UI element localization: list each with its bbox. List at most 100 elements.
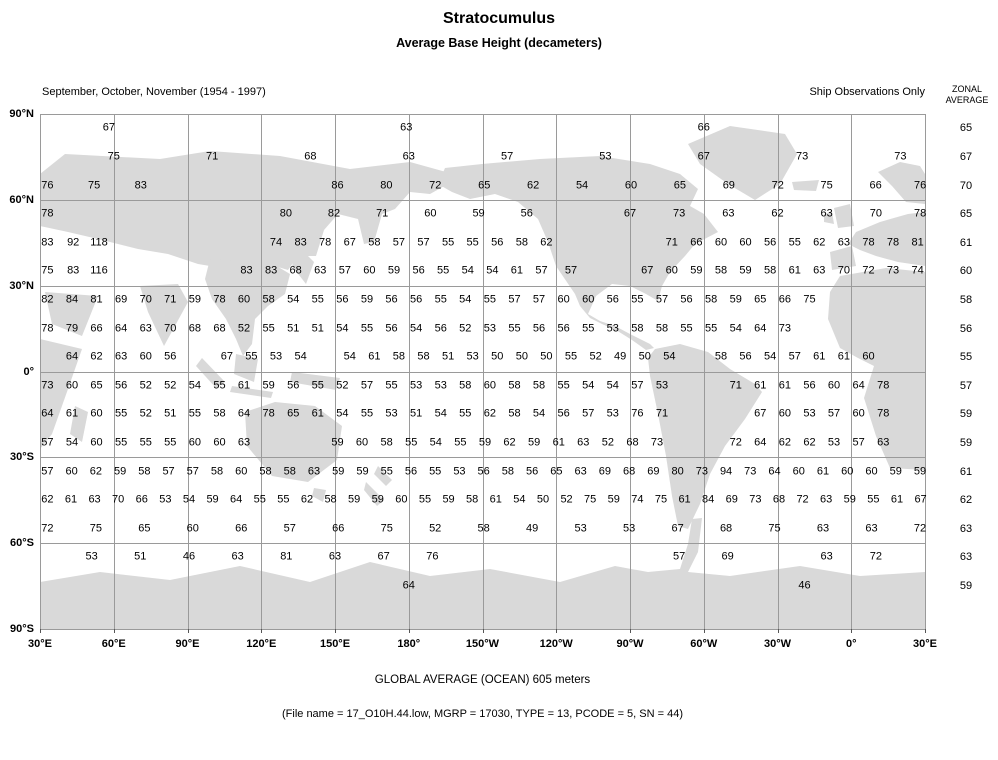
land-borneo <box>234 354 258 382</box>
grid-value: 64 <box>41 407 54 420</box>
grid-value: 56 <box>557 322 570 335</box>
grid-value: 78 <box>41 322 54 335</box>
axis-tick <box>556 629 558 633</box>
grid-value: 59 <box>188 293 201 306</box>
zonal-average-column: 65 67 70 65 61 60 58 56 55 57 59 59 61 62 63 63 59 <box>936 114 996 629</box>
axis-tick <box>777 629 779 633</box>
grid-value: 70 <box>837 264 850 277</box>
axis-tick <box>335 629 336 633</box>
grid-value: 55 <box>680 322 693 335</box>
grid-value: 73 <box>650 436 664 449</box>
land-south-america <box>648 344 762 529</box>
grid-value: 63 <box>139 322 152 335</box>
grid-value: 61 <box>64 493 78 506</box>
grid-value: 80 <box>671 465 684 478</box>
grid-value: 67 <box>754 407 767 420</box>
grid-line-horizontal <box>40 285 925 287</box>
lon-tick-label: 90°W <box>616 638 644 650</box>
grid-value: 57 <box>508 293 521 306</box>
grid-value: 75 <box>41 264 54 277</box>
grid-value: 68 <box>304 150 317 163</box>
land-new-zealand-north <box>374 466 392 486</box>
grid-value: 54 <box>343 350 356 363</box>
grid-value: 84 <box>65 293 79 306</box>
grid-value: 72 <box>41 522 54 535</box>
grid-value: 59 <box>528 436 541 449</box>
grid-value: 82 <box>327 207 341 220</box>
zonal-header-line1: ZONAL <box>951 84 982 94</box>
grid-value: 72 <box>869 550 882 563</box>
grid-value: 69 <box>115 293 128 306</box>
grid-value: 67 <box>697 150 710 163</box>
grid-value: 70 <box>112 493 125 506</box>
grid-value: 78 <box>877 379 890 392</box>
grid-value: 65 <box>478 179 491 192</box>
grid-value: 63 <box>865 522 878 535</box>
grid-value: 61 <box>890 493 904 506</box>
grid-value: 68 <box>719 522 733 535</box>
grid-value: 56 <box>404 465 418 478</box>
grid-value: 55 <box>139 436 152 449</box>
grid-value: 58 <box>477 522 490 535</box>
grid-value: 55 <box>454 436 467 449</box>
grid-value: 52 <box>560 493 573 506</box>
grid-value: 62 <box>771 207 784 220</box>
land-new-zealand-south <box>364 482 384 506</box>
grid-value: 62 <box>41 493 54 506</box>
grid-value: 59 <box>387 264 401 277</box>
grid-line-horizontal <box>40 371 925 373</box>
grid-value: 58 <box>324 493 337 506</box>
grid-value: 60 <box>557 293 570 306</box>
axis-tick <box>113 629 115 633</box>
grid-value: 53 <box>453 465 466 478</box>
grid-value: 55 <box>213 379 226 392</box>
grid-line-horizontal <box>40 199 925 201</box>
grid-value: 56 <box>491 236 504 249</box>
grid-value: 56 <box>434 322 447 335</box>
grid-value: 54 <box>513 493 526 506</box>
grid-value: 66 <box>332 522 345 535</box>
grid-value: 57 <box>186 465 199 478</box>
grid-value: 61 <box>778 379 791 392</box>
grid-value: 68 <box>772 493 786 506</box>
grid-value: 62 <box>90 350 103 363</box>
grid-value: 55 <box>277 493 290 506</box>
grid-value: 55 <box>380 465 393 478</box>
grid-value: 72 <box>729 436 742 449</box>
grid-value: 60 <box>213 436 226 449</box>
grid-value: 73 <box>795 150 809 163</box>
grid-value: 53 <box>466 350 479 363</box>
grid-value: 57 <box>852 436 865 449</box>
grid-value: 58 <box>259 465 272 478</box>
grid-value: 64 <box>852 379 865 392</box>
grid-value: 61 <box>837 350 850 363</box>
grid-value: 68 <box>622 465 636 478</box>
land-britain <box>834 204 854 228</box>
grid-value: 66 <box>690 236 703 249</box>
land-greenland <box>688 126 797 200</box>
grid-value: 57 <box>392 236 406 249</box>
zonal-average-value: 59 <box>959 408 973 421</box>
grid-value: 57 <box>532 293 546 306</box>
axis-tick <box>187 629 189 633</box>
grid-value: 61 <box>489 493 502 506</box>
axis-tick <box>261 629 263 633</box>
grid-value: 60 <box>841 465 854 478</box>
grid-value: 67 <box>641 264 654 277</box>
grid-value: 73 <box>695 465 708 478</box>
grid-value: 55 <box>582 322 595 335</box>
grid-value: 54 <box>182 493 196 506</box>
grid-value: 78 <box>913 207 927 220</box>
grid-value: 56 <box>164 350 177 363</box>
land-north-america <box>438 156 718 350</box>
grid-value: 58 <box>392 350 406 363</box>
grid-value: 75 <box>107 150 120 163</box>
grid-value: 63 <box>820 493 833 506</box>
grid-value: 55 <box>705 322 718 335</box>
grid-value: 86 <box>331 179 344 192</box>
grid-value: 55 <box>429 465 442 478</box>
grid-value: 50 <box>515 350 528 363</box>
zonal-average-value: 67 <box>959 150 973 163</box>
grid-value: 55 <box>115 407 128 420</box>
grid-value: 51 <box>311 322 324 335</box>
